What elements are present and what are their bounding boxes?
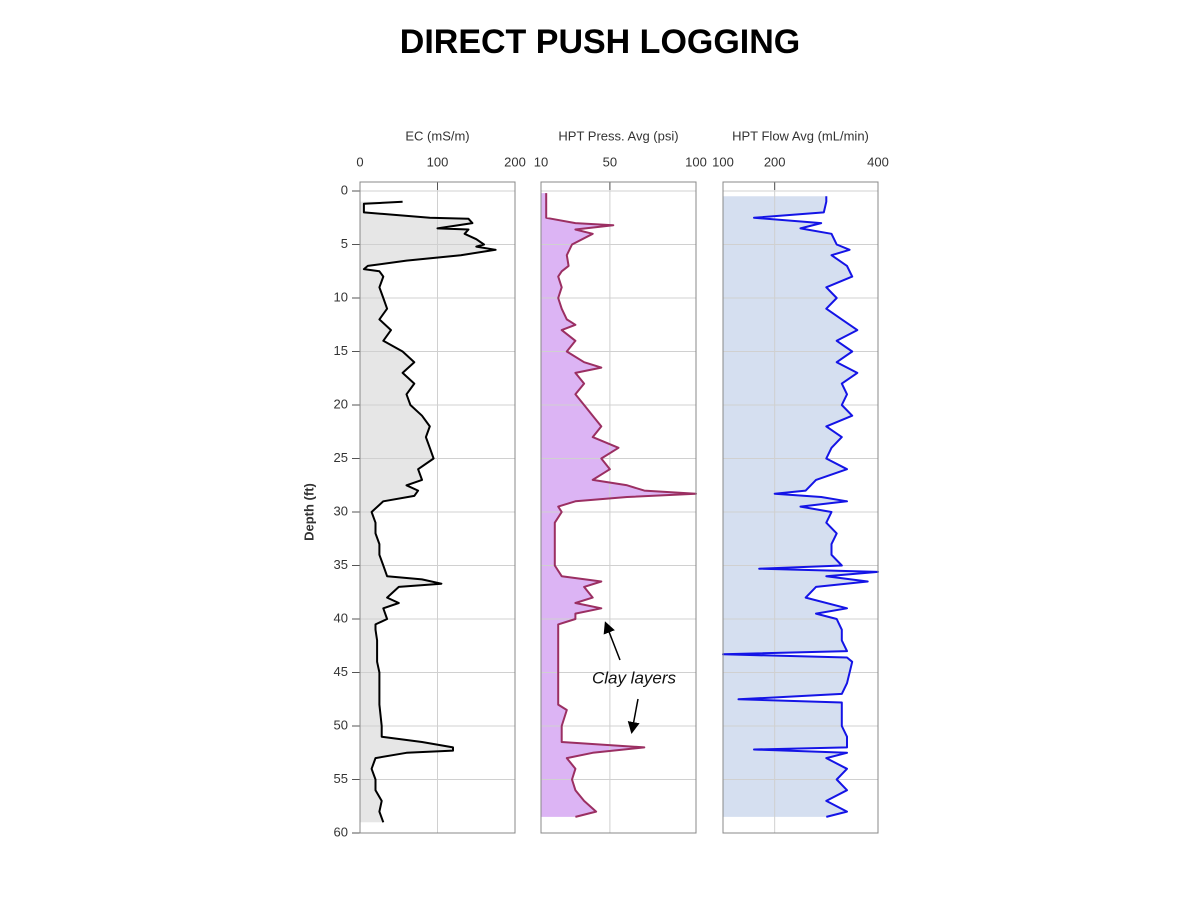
x-tick-label: 0 bbox=[356, 154, 363, 169]
x-tick-label: 50 bbox=[603, 154, 617, 169]
y-tick-label: 50 bbox=[334, 717, 348, 732]
panel-frame bbox=[540, 181, 697, 834]
x-axis-title: HPT Flow Avg (mL/min) bbox=[732, 128, 869, 143]
arrow bbox=[627, 698, 640, 734]
y-tick-label: 30 bbox=[334, 503, 348, 518]
x-tick-label: 400 bbox=[867, 154, 889, 169]
log-line bbox=[545, 193, 697, 818]
x-tick-label: 10 bbox=[534, 154, 548, 169]
x-tick-label: 100 bbox=[685, 154, 707, 169]
x-tick-label: 200 bbox=[764, 154, 786, 169]
y-tick-label: 10 bbox=[334, 289, 348, 304]
area-fill bbox=[541, 193, 696, 817]
y-tick-label: 45 bbox=[334, 664, 348, 679]
arrow bbox=[603, 621, 621, 661]
y-tick-label: 15 bbox=[334, 343, 348, 358]
y-tick-label: 40 bbox=[334, 610, 348, 625]
x-axis-title: HPT Press. Avg (psi) bbox=[558, 128, 678, 143]
area-fill bbox=[360, 201, 496, 823]
log-line bbox=[722, 196, 879, 818]
annotation: Clay layers bbox=[592, 668, 677, 687]
y-tick-label: 20 bbox=[334, 396, 348, 411]
y-tick-label: 5 bbox=[341, 236, 348, 251]
y-tick-label: 0 bbox=[341, 182, 348, 197]
y-tick-label: 60 bbox=[334, 824, 348, 839]
x-axis-title: EC (mS/m) bbox=[405, 128, 469, 143]
panel-frame bbox=[359, 181, 516, 834]
x-tick-label: 100 bbox=[712, 154, 734, 169]
panel-frame bbox=[722, 181, 879, 834]
y-tick-label: 55 bbox=[334, 771, 348, 786]
page-title: DIRECT PUSH LOGGING bbox=[400, 23, 800, 61]
y-axis-title: Depth (ft) bbox=[301, 483, 316, 541]
x-tick-label: 100 bbox=[427, 154, 449, 169]
y-tick-label: 35 bbox=[334, 557, 348, 572]
y-tick-label: 25 bbox=[334, 450, 348, 465]
x-tick-label: 200 bbox=[504, 154, 526, 169]
log-line bbox=[362, 200, 497, 823]
